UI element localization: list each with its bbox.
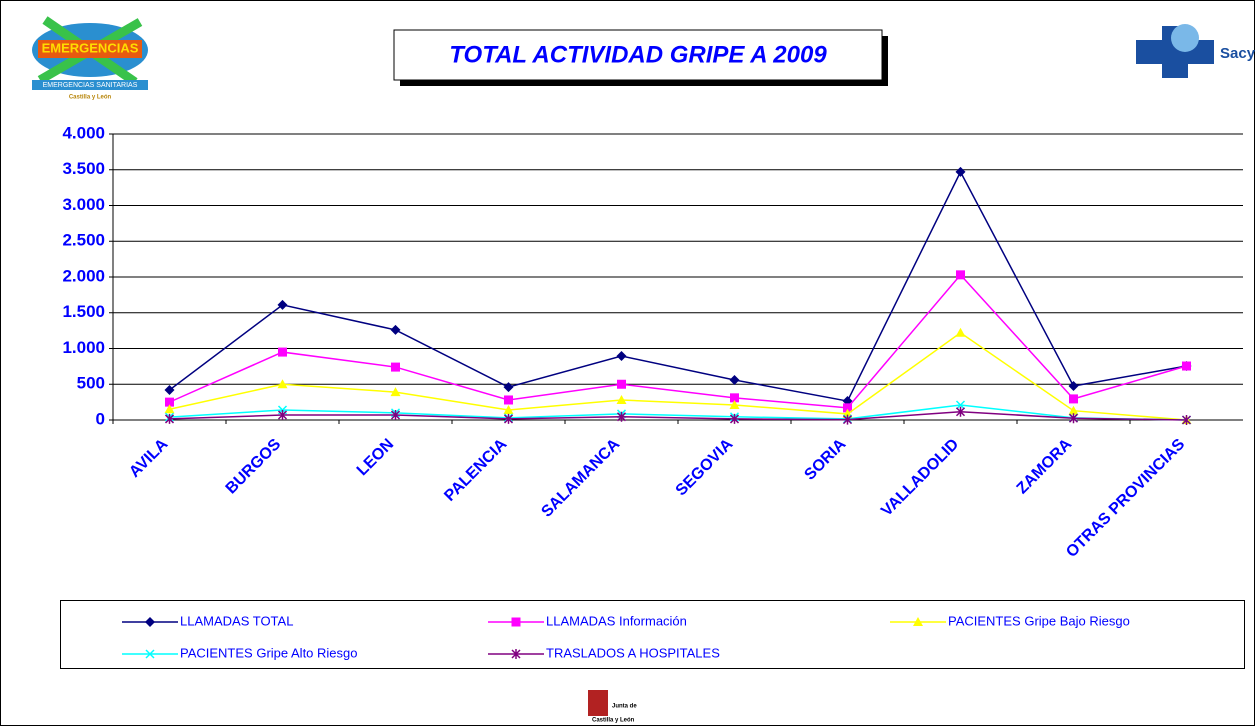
marker <box>277 299 288 310</box>
y-tick-label: 1.000 <box>62 338 105 357</box>
y-tick-label: 1.500 <box>62 302 105 321</box>
marker <box>164 413 175 424</box>
marker <box>1182 361 1191 371</box>
logo-left: EMERGENCIAS EMERGENCIAS SANITARIAS Casti… <box>32 16 148 101</box>
marker <box>729 413 740 424</box>
marker <box>1068 381 1079 392</box>
series-line <box>169 404 1187 421</box>
marker <box>503 404 514 414</box>
marker <box>729 374 740 385</box>
marker <box>1068 405 1079 415</box>
marker <box>616 394 627 404</box>
marker <box>164 384 175 395</box>
marker <box>165 397 174 407</box>
marker <box>1181 415 1192 425</box>
logo-text: Junta de <box>612 704 637 710</box>
y-tick-label: 4.000 <box>62 123 105 142</box>
marker <box>843 403 852 413</box>
y-tick-label: 500 <box>77 374 105 393</box>
legend-label: PACIENTES Gripe Alto Riesgo <box>180 645 358 660</box>
series-line <box>169 273 1187 409</box>
marker <box>164 404 175 414</box>
legend-box <box>60 600 1245 669</box>
marker <box>390 409 401 420</box>
y-tick-label: 3.000 <box>62 195 105 214</box>
title-box: TOTAL ACTIVIDAD GRIPE A 2009 <box>393 29 888 86</box>
marker <box>955 166 966 177</box>
logo-right: Sacyl <box>1136 24 1255 78</box>
marker <box>504 395 513 405</box>
marker <box>511 617 521 627</box>
marker <box>616 411 627 422</box>
logo-text: Castilla y León <box>69 95 112 101</box>
y-tick-label: 0 <box>96 409 105 428</box>
series-line <box>169 331 1187 421</box>
marker <box>616 351 627 362</box>
marker <box>277 409 288 420</box>
logo-bottom: Junta de Castilla y León <box>588 690 637 724</box>
series-line <box>169 170 1187 402</box>
marker <box>1068 413 1079 424</box>
marker <box>842 414 853 425</box>
marker <box>511 649 521 659</box>
logo-text: EMERGENCIAS <box>42 40 139 55</box>
chart-title: TOTAL ACTIVIDAD GRIPE A 2009 <box>449 41 827 68</box>
marker <box>955 400 966 410</box>
marker <box>390 324 401 335</box>
logo-text: Sacyl <box>1220 45 1255 62</box>
marker <box>955 327 966 337</box>
marker <box>278 347 287 357</box>
y-tick-label: 2.500 <box>62 231 105 250</box>
legend-label: LLAMADAS Información <box>546 613 687 628</box>
marker <box>145 617 155 627</box>
legend-label: PACIENTES Gripe Bajo Riesgo <box>948 613 1130 628</box>
marker <box>391 362 400 372</box>
marker <box>956 270 965 280</box>
series-line <box>169 411 1187 421</box>
marker <box>277 379 288 389</box>
marker <box>145 649 155 659</box>
marker <box>503 413 514 424</box>
marker <box>729 399 740 409</box>
y-tick-label: 3.500 <box>62 159 105 178</box>
y-tick-label: 2.000 <box>62 266 105 285</box>
marker <box>617 379 626 389</box>
marker <box>913 617 923 626</box>
marker <box>1069 394 1078 404</box>
logo-text: EMERGENCIAS SANITARIAS <box>43 82 138 89</box>
marker <box>730 393 739 403</box>
marker <box>955 406 966 417</box>
legend-label: TRASLADOS A HOSPITALES <box>546 645 720 660</box>
logo-text: Castilla y León <box>592 718 635 724</box>
legend-label: LLAMADAS TOTAL <box>180 613 293 628</box>
marker <box>503 382 514 393</box>
marker <box>390 387 401 397</box>
